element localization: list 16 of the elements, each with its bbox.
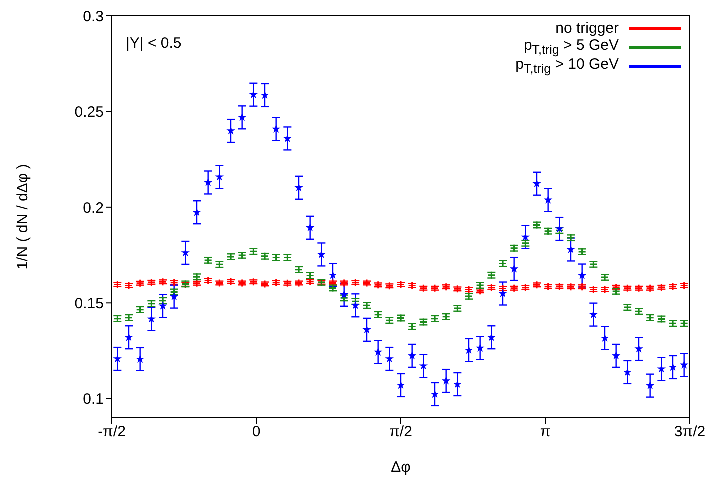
legend-label: no trigger [554,20,619,37]
x-tick-label: 0 [252,424,261,441]
x-tick-label: π/2 [390,424,412,441]
y-tick-label: 0.15 [74,295,104,312]
y-tick-label: 0.2 [83,200,104,217]
y-axis-title: 1/N ( dN / dΔφ ) [14,164,32,270]
y-tick-label: 0.3 [83,8,104,26]
x-tick-label: 3π/2 [674,424,706,441]
annotation: |Y| < 0.5 [126,35,182,52]
x-tick-label: π [540,424,551,441]
legend-label: p$_{T,trig}$ > 5 GeV [524,36,619,56]
x-axis-title: Δφ [391,459,412,476]
x-tick-label: -π/2 [98,424,126,441]
legend-label: p$_{T,trig}$ > 10 GeV [514,56,619,78]
y-tick-label: 0.1 [83,391,104,408]
y-tick-label: 0.25 [74,104,104,122]
